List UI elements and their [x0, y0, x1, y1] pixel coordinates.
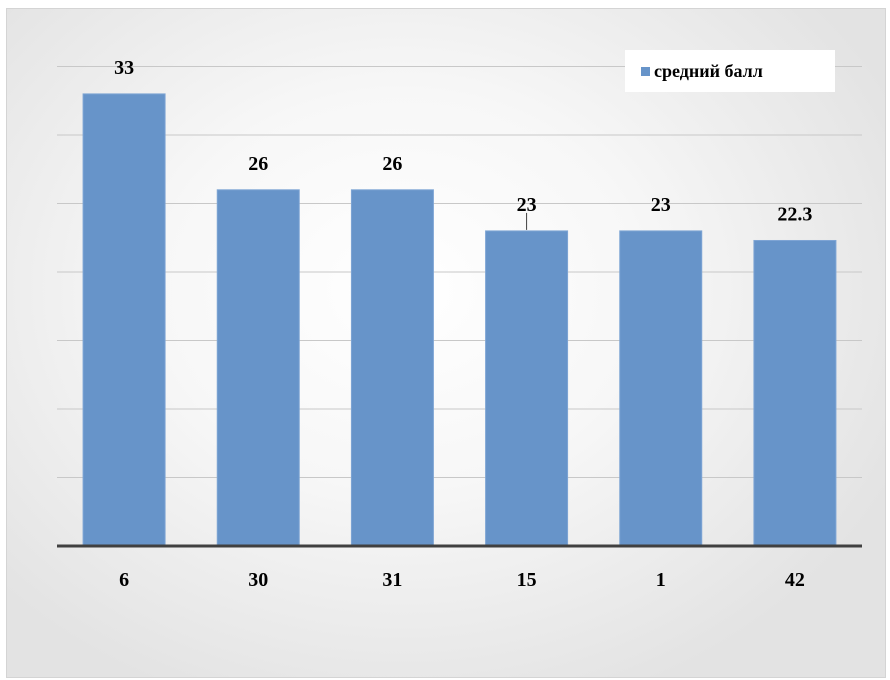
legend-swatch — [641, 66, 650, 76]
bar — [216, 189, 300, 547]
data-label: 26 — [248, 153, 268, 175]
bar — [753, 239, 837, 547]
bar — [619, 230, 703, 547]
bar — [485, 230, 569, 547]
bar — [82, 93, 166, 547]
data-label: 22.3 — [777, 203, 812, 225]
bar — [350, 189, 434, 547]
x-tick-label: 42 — [785, 569, 805, 591]
data-label: 23 — [517, 194, 537, 216]
data-label: 23 — [651, 194, 671, 216]
legend: средний балл — [625, 50, 835, 92]
data-label: 33 — [114, 57, 134, 79]
legend-label: средний балл — [654, 60, 763, 81]
data-label: 26 — [382, 153, 402, 175]
x-tick-label: 30 — [248, 569, 268, 591]
x-tick-label: 15 — [517, 569, 537, 591]
x-tick-label: 31 — [382, 569, 402, 591]
x-tick-label: 6 — [119, 569, 129, 591]
x-tick-label: 1 — [656, 569, 666, 591]
